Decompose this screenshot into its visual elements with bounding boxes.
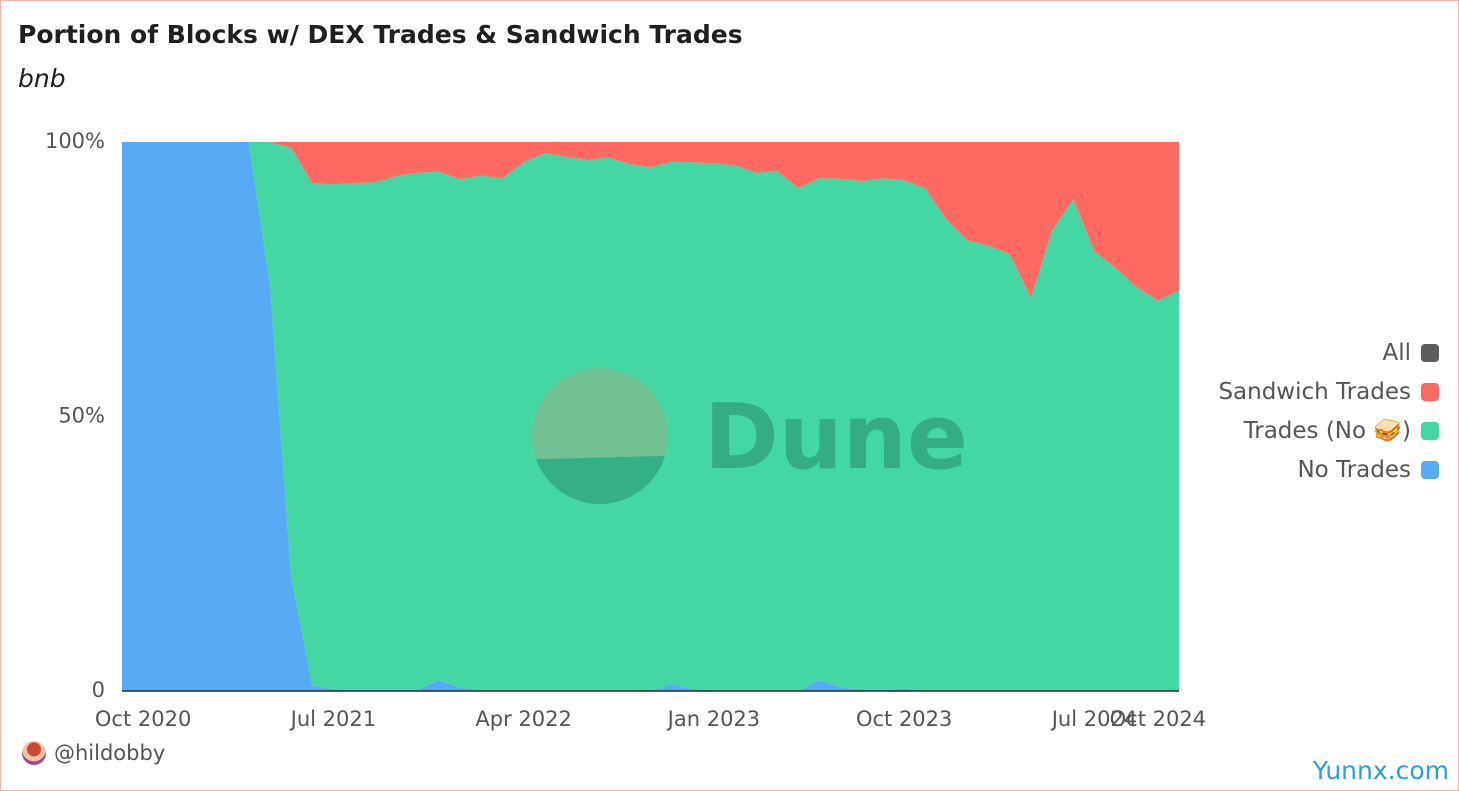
x-tick-label: Oct 2023 [856,707,952,731]
legend-label-no-trades: No Trades [1297,456,1411,483]
legend-swatch-no-trades [1421,460,1439,479]
legend-item-sandwich-trades[interactable]: Sandwich Trades [1218,372,1439,411]
avatar [22,741,46,765]
legend-swatch-all [1421,343,1439,362]
legend-label-all: All [1382,339,1411,366]
footer-brand[interactable]: Yunnx.com [1312,756,1449,785]
x-tick-label: Jan 2023 [666,707,761,731]
legend-item-all[interactable]: All [1382,333,1439,372]
x-tick-label: Apr 2022 [475,707,571,731]
x-tick-label: Oct 2024 [1110,707,1206,731]
x-tick-label: Jul 2024 [1050,707,1137,731]
legend-swatch-sandwich-trades [1421,382,1439,401]
watermark-logo-segment [536,455,665,504]
author-handle: @hildobby [54,741,166,765]
chart-subtitle: bnb [18,64,66,93]
y-tick-label: 100% [45,129,105,153]
legend: All Sandwich Trades Trades (No 🥪) No Tra… [1218,333,1439,489]
legend-item-trades-no-sandwich[interactable]: Trades (No 🥪) [1244,411,1439,450]
author-credit[interactable]: @hildobby [22,741,165,765]
y-tick-label: 50% [58,404,105,428]
legend-label-sandwich-trades: Sandwich Trades [1218,378,1411,405]
y-tick-label: 0 [92,678,105,702]
area-sandwich-trades[interactable] [122,142,1179,301]
watermark-text: Dune [704,385,968,490]
area-no-trades[interactable] [122,142,1179,691]
dune-watermark: Dune [532,368,968,504]
legend-label-trades-no-sandwich: Trades (No 🥪) [1243,418,1411,444]
x-tick-label: Oct 2020 [95,707,191,731]
legend-item-no-trades[interactable]: No Trades [1297,450,1439,489]
x-tick-label: Jul 2021 [289,707,376,731]
legend-swatch-trades-no-sandwich [1421,421,1439,440]
chart-title: Portion of Blocks w/ DEX Trades & Sandwi… [18,20,743,49]
